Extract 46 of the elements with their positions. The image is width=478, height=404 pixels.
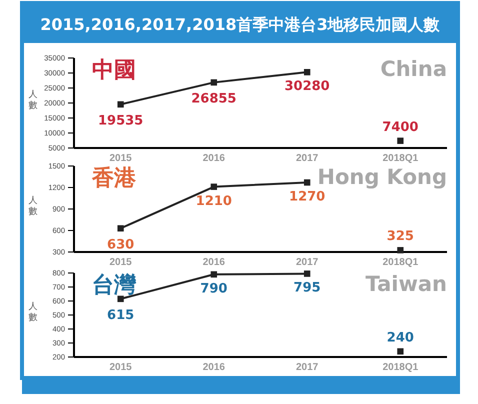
- point: [304, 270, 310, 277]
- x-tick-label: 2015: [110, 362, 132, 373]
- x-tick-label: 2015: [110, 257, 132, 268]
- x-tick-label: 2015: [110, 153, 132, 164]
- point: [210, 184, 218, 190]
- x-tick-label: 2018Q1: [382, 153, 419, 164]
- x-tick-label: 2018Q1: [382, 362, 419, 373]
- data-label: 26855: [191, 91, 236, 106]
- data-label: 30280: [284, 79, 330, 94]
- x-tick-label: 2017: [296, 153, 319, 164]
- y-axis-title: 人數: [28, 89, 38, 111]
- point: [304, 69, 310, 76]
- annotation: Taiwan: [365, 272, 447, 296]
- chart-subtitle: 香港: [91, 166, 137, 191]
- point: [304, 179, 310, 186]
- data-label: 240: [386, 330, 414, 346]
- chart-subtitle: 台灣: [92, 273, 137, 298]
- y-axis-title: 人數: [28, 301, 38, 323]
- x-tick-label: 2016: [202, 257, 226, 268]
- point: [210, 271, 218, 278]
- x-tick-label: 2016: [202, 153, 226, 164]
- point: [117, 225, 124, 232]
- chart-title: 2015,2016,2017,2018首季中港台3地移民加國人數: [40, 15, 441, 34]
- point: [210, 79, 218, 86]
- annotation: China: [380, 57, 447, 81]
- data-label: 1270: [289, 189, 326, 204]
- y-axis-title: 人數: [28, 195, 38, 217]
- data-label: 1210: [196, 194, 232, 209]
- data-label: 630: [107, 237, 134, 252]
- point: [117, 296, 124, 302]
- point: [397, 247, 404, 254]
- data-label: 7400: [382, 120, 418, 135]
- x-tick-label: 2018Q1: [382, 257, 419, 268]
- point: [397, 138, 404, 144]
- data-label: 325: [386, 229, 414, 244]
- data-label: 19535: [98, 113, 144, 128]
- point: [117, 101, 124, 108]
- data-label: 790: [200, 281, 228, 296]
- x-tick-label: 2017: [296, 362, 319, 373]
- annotation: Hong Kong: [317, 165, 447, 189]
- x-tick-label: 2017: [296, 257, 319, 268]
- data-label: 615: [107, 308, 134, 323]
- chart-subtitle: 中國: [92, 58, 136, 83]
- x-tick-label: 2016: [202, 362, 226, 373]
- data-label: 795: [294, 280, 321, 296]
- point: [397, 348, 404, 355]
